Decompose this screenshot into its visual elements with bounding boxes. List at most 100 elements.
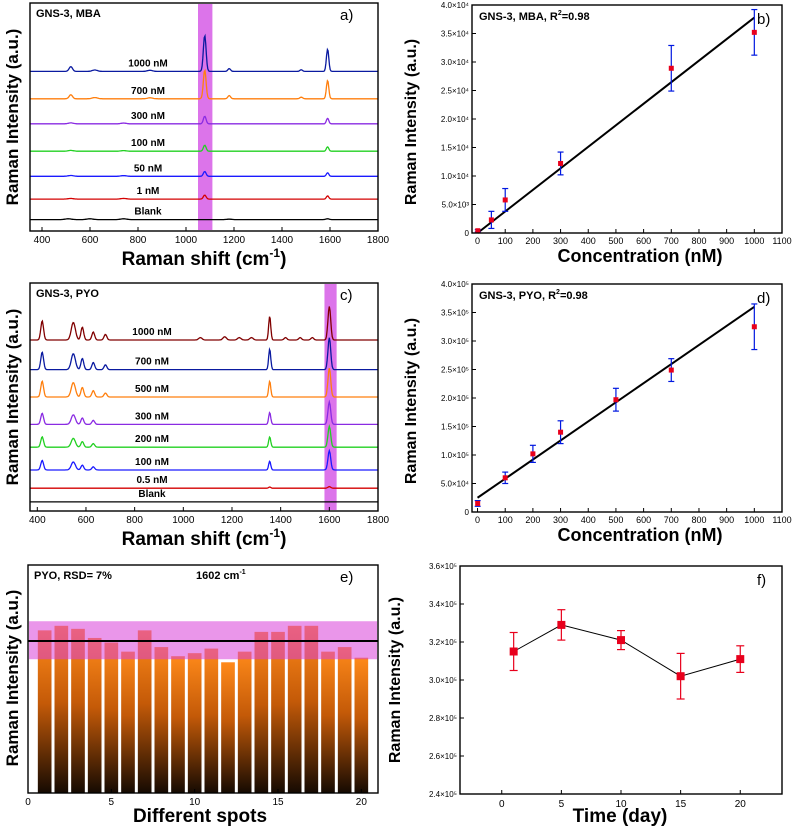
f-ytick-label-4: 3.2×10⁵ [429, 638, 457, 647]
c-series-label-2: 100 nM [135, 457, 169, 468]
f-ytick-label-2: 2.8×10⁵ [429, 714, 457, 723]
a-series-label-5: 700 nM [131, 86, 165, 97]
a-y-axis-label: Raman Intensity (a.u.) [3, 29, 22, 206]
f-xtick-label-2: 10 [615, 799, 627, 810]
c-series-label-0: Blank [138, 489, 166, 500]
b-point-3 [558, 160, 564, 166]
a-curve-2 [30, 170, 378, 177]
a-series-label-3: 100 nM [131, 138, 165, 149]
d-ytick-label-0: 0 [465, 508, 470, 517]
f-point-3 [676, 672, 685, 681]
a-xtick-label-5: 1400 [271, 235, 294, 246]
c-xtick-label-2: 800 [126, 515, 143, 526]
e-bar-2 [71, 628, 85, 793]
c-x-axis-label: Raman shift (cm-1) [122, 526, 287, 550]
c-curve-3 [30, 423, 378, 448]
e-xtick-label-4: 20 [356, 797, 368, 808]
b-y-axis-label: Raman Intensity (a.u.) [403, 39, 420, 205]
a-series-label-0: Blank [134, 207, 162, 218]
c-highlight-band [324, 284, 337, 510]
f-ytick-label-0: 2.4×10⁵ [429, 790, 457, 799]
e-bar-11 [221, 662, 235, 793]
panel-f-stability: 0 5 10 15 20 2.4×10⁵ 2.6×10⁵ 2.8×10⁵ 3.0×10⁵ 3.2×… [387, 562, 783, 827]
panel-d-calibration: 0 100 200 300 400 500 600 700 800 900 1000 1100 0 5.0… [403, 280, 792, 545]
f-xtick-label-1: 5 [559, 799, 565, 810]
f-plot-frame [459, 565, 783, 795]
e-bar-15 [287, 625, 302, 793]
a-series-label-1: 1 nM [137, 186, 160, 197]
a-plot-frame [29, 2, 379, 232]
b-fit-line-path [476, 16, 755, 234]
d-xtick-label-10: 1000 [744, 515, 764, 525]
e-bar-3 [87, 637, 102, 793]
a-xtick-label-1: 600 [82, 235, 99, 246]
c-curve-6 [30, 337, 378, 371]
b-xtick-label-1: 100 [498, 236, 513, 246]
b-ytick-label-7: 3.5×10⁴ [441, 30, 470, 39]
c-series-label-1: 0.5 nM [136, 475, 167, 486]
b-title: GNS-3, MBA, R2=0.98 [479, 10, 590, 23]
a-curve-1 [30, 194, 378, 200]
c-spectra-curves [30, 306, 378, 503]
a-x-ticks: 400 600 800 1000 1200 1400 1600 1800 [34, 227, 390, 246]
b-ytick-label-5: 2.5×10⁴ [441, 87, 470, 96]
f-xtick-label-0: 0 [499, 799, 505, 810]
b-xtick-label-2: 200 [525, 236, 540, 246]
a-xtick-label-3: 1000 [175, 235, 198, 246]
f-ytick-label-1: 2.6×10⁵ [429, 752, 457, 761]
d-point-1 [502, 475, 508, 481]
a-series-label-2: 50 nM [134, 163, 162, 174]
e-bar-12 [237, 651, 252, 793]
d-ytick-label-5: 2.5×10⁵ [441, 366, 469, 375]
d-ytick-label-8: 4.0×10⁵ [441, 280, 469, 289]
c-panel-label: c) [340, 287, 353, 304]
e-bar-9 [187, 653, 202, 793]
c-series-labels: Blank 0.5 nM 100 nM 200 nM 300 nM 500 nM 700 n… [132, 327, 171, 500]
e-bar-4 [104, 642, 119, 793]
e-xtick-label-1: 5 [109, 797, 115, 808]
b-ytick-label-3: 1.5×10⁴ [441, 144, 470, 153]
c-curve-4 [30, 399, 378, 426]
d-xtick-label-11: 1100 [772, 515, 791, 525]
b-point-2 [502, 197, 508, 203]
f-axes: 0 5 10 15 20 2.4×10⁵ 2.6×10⁵ 2.8×10⁵ 3.0×10⁵ 3.2×… [429, 562, 746, 810]
a-xtick-label-6: 1600 [319, 235, 342, 246]
b-xtick-label-7: 700 [664, 236, 679, 246]
f-xtick-label-4: 20 [735, 799, 747, 810]
a-spectra-curves [30, 33, 378, 221]
b-ytick-label-1: 5.0×10³ [442, 201, 470, 210]
c-xtick-label-0: 400 [29, 515, 46, 526]
a-xtick-label-4: 1200 [223, 235, 246, 246]
c-curve-2 [30, 448, 378, 471]
c-xtick-label-4: 1200 [221, 515, 244, 526]
b-point-1 [488, 217, 494, 223]
b-xtick-label-4: 400 [581, 236, 596, 246]
d-xtick-label-3: 300 [553, 515, 568, 525]
c-title: GNS-3, PYO [36, 288, 99, 300]
d-ytick-label-3: 1.5×10⁵ [441, 423, 469, 432]
b-panel-label: b) [757, 11, 770, 28]
c-xtick-label-5: 1400 [270, 515, 293, 526]
b-axes: 0 100 200 300 400 500 600 700 800 900 1000 1100 0 5.0… [441, 1, 792, 246]
e-plot-frame [27, 564, 379, 794]
e-xtick-label-0: 0 [25, 797, 31, 808]
f-connect-line [513, 624, 741, 677]
c-series-label-7: 1000 nM [132, 327, 171, 338]
panel-e-bars: 0 5 10 15 20 PYO, RSD= 7% 1602 cm-1 e) Raman… [3, 564, 379, 827]
d-point-4 [613, 397, 619, 403]
f-data-points [509, 609, 745, 700]
c-curve-1 [30, 485, 378, 489]
b-fit-line [476, 16, 755, 234]
d-point-0 [475, 500, 481, 506]
a-xtick-label-2: 800 [130, 235, 147, 246]
f-y-axis-label: Raman Intensity (a.u.) [387, 597, 404, 763]
d-ytick-label-7: 3.5×10⁵ [441, 309, 469, 318]
e-bar-6 [137, 630, 152, 793]
c-series-label-5: 500 nM [135, 384, 169, 395]
d-xtick-label-4: 400 [581, 515, 596, 525]
a-xtick-label-0: 400 [34, 235, 51, 246]
b-point-5 [751, 29, 757, 35]
f-point-1 [557, 620, 566, 629]
a-series-label-4: 300 nM [131, 111, 165, 122]
